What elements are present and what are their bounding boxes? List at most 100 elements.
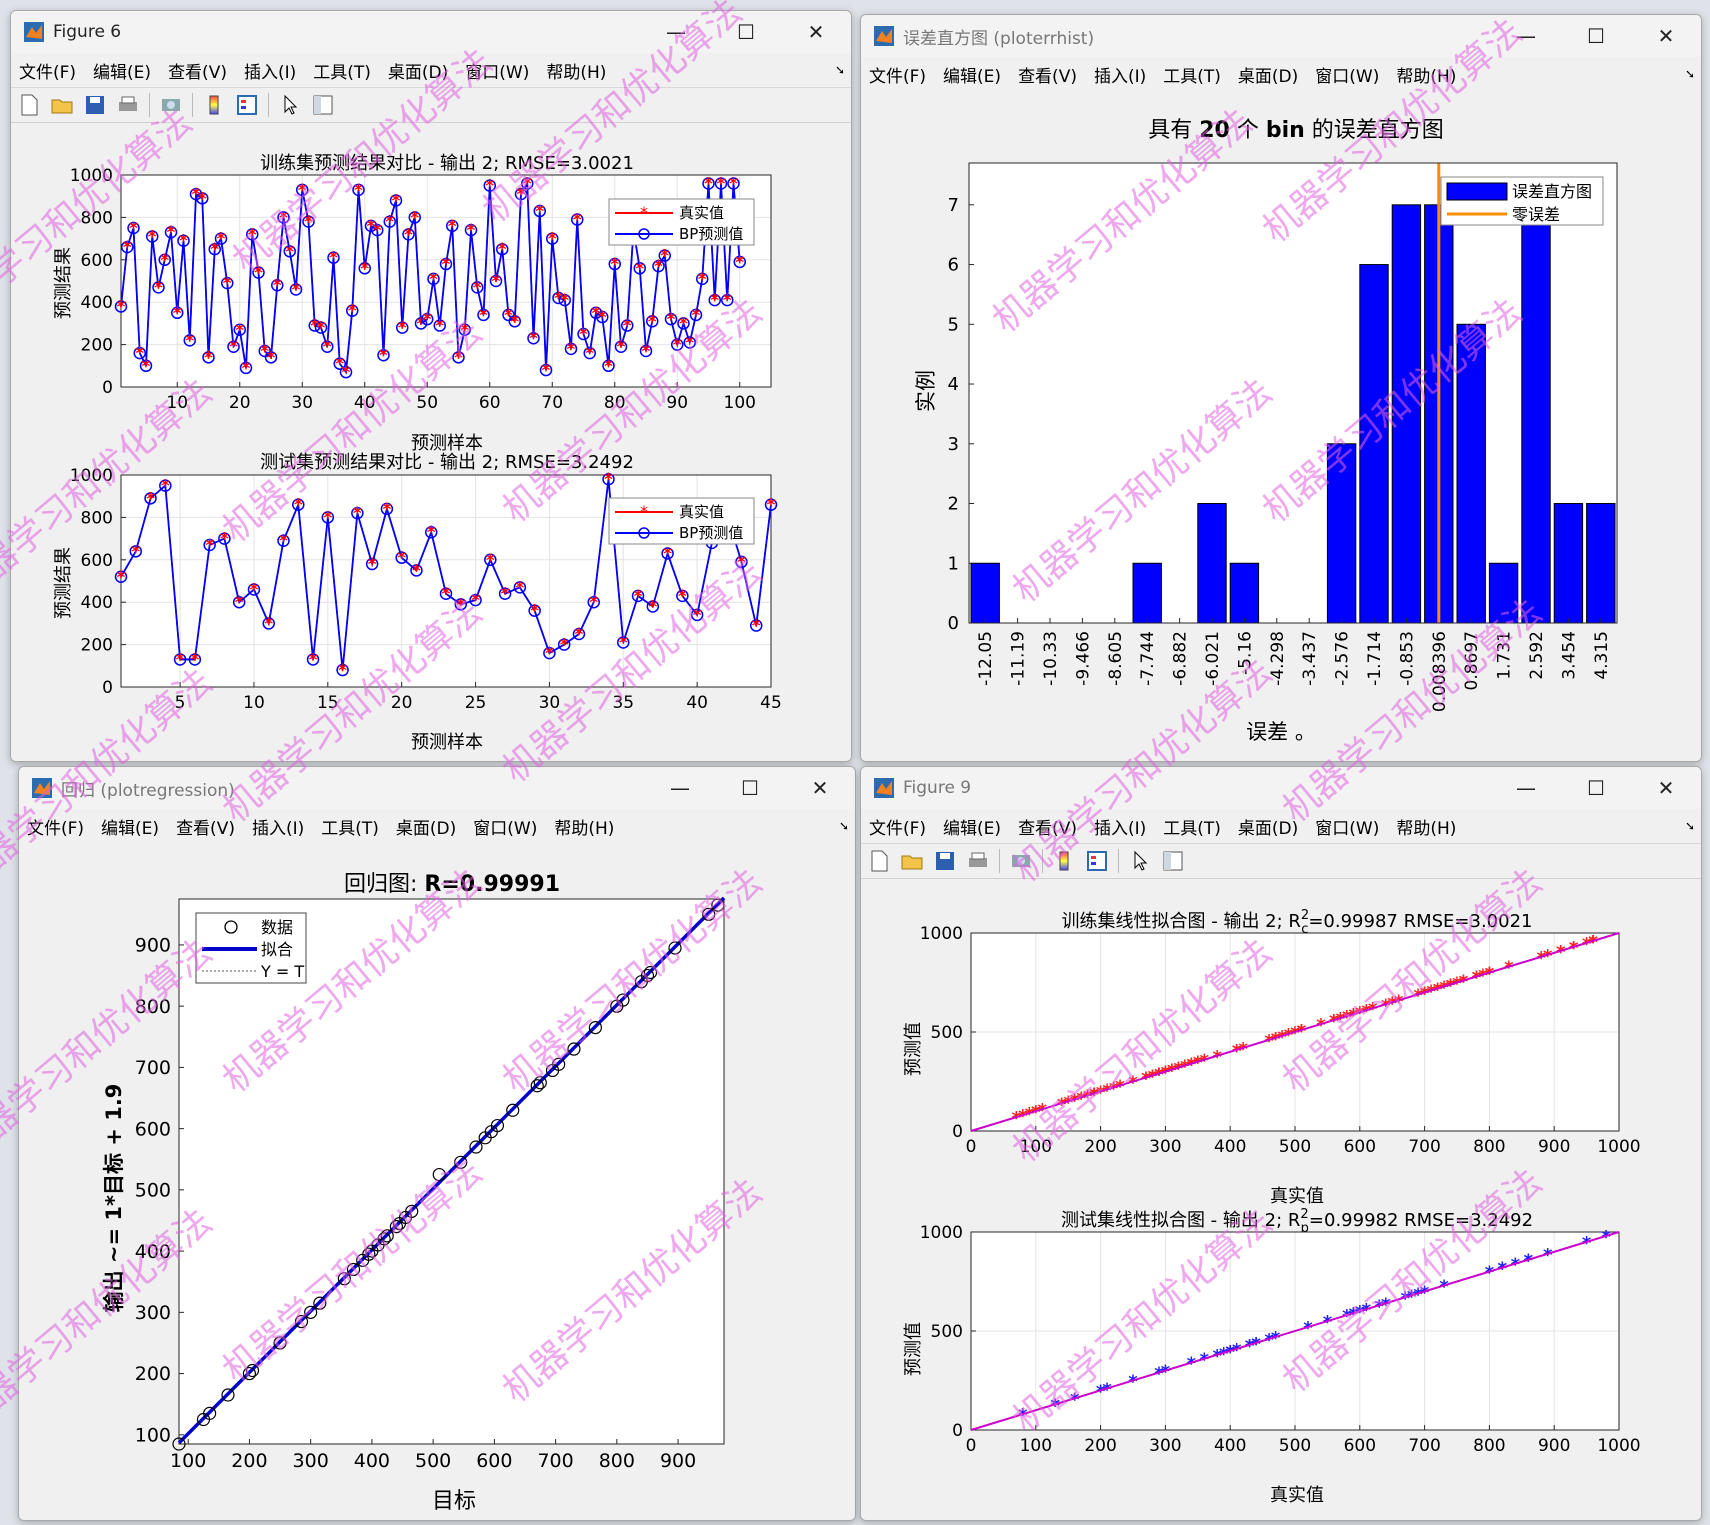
save-icon[interactable] (83, 93, 107, 117)
menu-insert[interactable]: 插入(I) (1093, 818, 1147, 839)
menu-view[interactable]: 查看(V) (168, 62, 227, 83)
figure-9-window[interactable]: Figure 9 — ☐ ✕ 文件(F) 编辑(E) 查看(V) 插入(I) 工具(… (860, 766, 1702, 1521)
fit-point: * (1439, 977, 1449, 998)
menu-view[interactable]: 查看(V) (176, 818, 235, 839)
close-button[interactable]: ✕ (1657, 776, 1675, 800)
print-icon[interactable] (116, 93, 140, 117)
true-point: * (250, 580, 259, 600)
close-button[interactable]: ✕ (1657, 24, 1675, 48)
predicted-point (321, 511, 335, 524)
regression-titlebar[interactable]: 回归 (plotregression) — ☐ ✕ (19, 767, 855, 809)
fit-point: * (1368, 999, 1378, 1020)
minimize-button[interactable]: — (670, 776, 690, 800)
close-button[interactable]: ✕ (807, 20, 825, 44)
histogram-bar (1197, 503, 1227, 624)
fit-point: * (1433, 979, 1443, 1000)
menu-edit[interactable]: 编辑(E) (101, 818, 160, 839)
figure-9-titlebar[interactable]: Figure 9 — ☐ ✕ (861, 767, 1701, 809)
fit-point: * (1446, 975, 1456, 996)
new-file-icon[interactable] (17, 93, 41, 117)
menu-file[interactable]: 文件(F) (869, 818, 927, 839)
open-file-icon[interactable] (900, 849, 924, 873)
menu-file[interactable]: 文件(F) (19, 62, 77, 83)
menu-tools[interactable]: 工具(T) (1163, 818, 1221, 839)
fit-point: * (1232, 1041, 1242, 1062)
maximize-button[interactable]: ☐ (741, 776, 759, 800)
legend-icon[interactable] (235, 93, 259, 117)
legend-icon[interactable] (1085, 849, 1109, 873)
menu-tools[interactable]: 工具(T) (313, 62, 371, 83)
close-button[interactable]: ✕ (811, 776, 829, 800)
colorbar-icon[interactable] (1052, 849, 1076, 873)
fit-point: * (1400, 1288, 1410, 1309)
x-tick-label: 300 (1149, 1137, 1181, 1157)
menu-help[interactable]: 帮助(H) (1396, 66, 1457, 87)
fit-point: * (1485, 964, 1495, 985)
histogram-titlebar[interactable]: 误差直方图 (ploterrhist) — ☐ ✕ (861, 15, 1701, 57)
dock-arrow-icon[interactable]: ➘ (1684, 67, 1695, 81)
x-tick-label: -7.744 (1138, 631, 1158, 686)
error-histogram-window[interactable]: 误差直方图 (ploterrhist) — ☐ ✕ 文件(F) 编辑(E) 查看(V… (860, 14, 1702, 762)
dock-arrow-icon[interactable]: ➘ (834, 63, 845, 77)
menu-window[interactable]: 窗口(W) (465, 62, 530, 83)
new-file-icon[interactable] (867, 849, 891, 873)
menu-help[interactable]: 帮助(H) (554, 818, 615, 839)
open-file-icon[interactable] (50, 93, 74, 117)
predicted-point (383, 215, 396, 228)
menu-window[interactable]: 窗口(W) (1315, 66, 1380, 87)
dock-arrow-icon[interactable]: ➘ (838, 819, 849, 833)
save-icon[interactable] (933, 849, 957, 873)
menu-insert[interactable]: 插入(I) (251, 818, 305, 839)
colorbar-icon[interactable] (202, 93, 226, 117)
svg-text:*: * (640, 502, 648, 521)
menu-window[interactable]: 窗口(W) (1315, 818, 1380, 839)
predicted-point (364, 219, 378, 233)
figure-6-plots: 训练集预测结果对比 - 输出 2; RMSE=3.0021 预测样本 预测结果 … (53, 153, 782, 753)
menu-desktop[interactable]: 桌面(D) (1237, 818, 1299, 839)
fit-point: * (1355, 1003, 1365, 1024)
toolbar-separator (192, 93, 193, 117)
predicted-point (439, 587, 453, 600)
maximize-button[interactable]: ☐ (1587, 24, 1605, 48)
menu-help[interactable]: 帮助(H) (1396, 818, 1457, 839)
x-tick-label: -5.16 (1235, 631, 1255, 675)
figure-6-titlebar[interactable]: Figure 6 — ☐ ✕ (11, 11, 851, 53)
property-editor-icon[interactable] (311, 93, 335, 117)
fit-point: * (1057, 1094, 1067, 1115)
menu-desktop[interactable]: 桌面(D) (387, 62, 449, 83)
menu-tools[interactable]: 工具(T) (1163, 66, 1221, 87)
menu-file[interactable]: 文件(F) (27, 818, 85, 839)
menu-desktop[interactable]: 桌面(D) (395, 818, 457, 839)
maximize-button[interactable]: ☐ (737, 20, 755, 44)
predicted-point (502, 308, 515, 322)
minimize-button[interactable]: — (1516, 776, 1536, 800)
true-point: * (604, 357, 613, 377)
menu-edit[interactable]: 编辑(E) (93, 62, 152, 83)
maximize-button[interactable]: ☐ (1587, 776, 1605, 800)
figure-6-window[interactable]: Figure 6 — ☐ ✕ 文件(F) 编辑(E) 查看(V) 插入(I) 工具(… (10, 10, 852, 762)
true-point: * (442, 255, 451, 275)
menu-insert[interactable]: 插入(I) (1093, 66, 1147, 87)
menu-window[interactable]: 窗口(W) (473, 818, 538, 839)
menu-view[interactable]: 查看(V) (1018, 66, 1077, 87)
print-preview-icon[interactable] (159, 93, 183, 117)
print-icon[interactable] (966, 849, 990, 873)
menu-desktop[interactable]: 桌面(D) (1237, 66, 1299, 87)
menu-edit[interactable]: 编辑(E) (943, 66, 1002, 87)
minimize-button[interactable]: — (666, 20, 686, 44)
menu-file[interactable]: 文件(F) (869, 66, 927, 87)
pointer-icon[interactable] (1128, 849, 1152, 873)
menu-insert[interactable]: 插入(I) (243, 62, 297, 83)
menu-help[interactable]: 帮助(H) (546, 62, 607, 83)
menu-view[interactable]: 查看(V) (1018, 818, 1077, 839)
regression-window[interactable]: 回归 (plotregression) — ☐ ✕ 文件(F) 编辑(E) 查看(V… (18, 766, 856, 1521)
true-point: * (752, 617, 761, 637)
pointer-icon[interactable] (278, 93, 302, 117)
property-editor-icon[interactable] (1161, 849, 1185, 873)
menu-edit[interactable]: 编辑(E) (943, 818, 1002, 839)
minimize-button[interactable]: — (1516, 24, 1536, 48)
print-preview-icon[interactable] (1009, 849, 1033, 873)
menu-tools[interactable]: 工具(T) (321, 818, 379, 839)
fit-line (970, 1231, 1620, 1431)
dock-arrow-icon[interactable]: ➘ (1684, 819, 1695, 833)
